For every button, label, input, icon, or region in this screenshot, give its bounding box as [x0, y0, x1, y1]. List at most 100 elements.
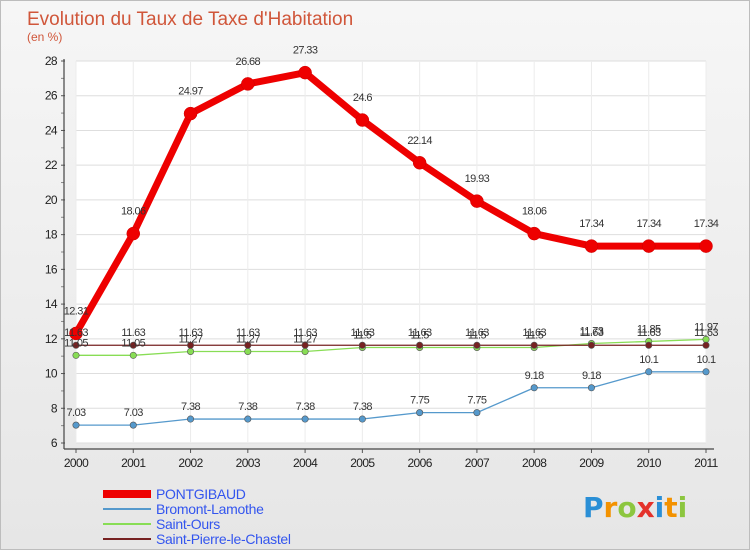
data-point-s3	[473, 341, 481, 349]
y-tick-label: 6	[51, 436, 58, 450]
plot-area: 6 8 10 12 14 16 18 20 22 24 26 28 2000 2001 2002 2003 20…	[45, 45, 719, 470]
y-tick-label: 14	[45, 297, 58, 311]
data-label-s3: 11.63	[694, 327, 718, 339]
chart-subtitle: (en %)	[27, 30, 62, 44]
data-point-s1	[72, 421, 80, 429]
y-tick-label: 24	[45, 123, 58, 137]
data-label-s2: 11.5	[411, 330, 430, 342]
data-point-s1	[129, 421, 137, 429]
data-label-s1: 7.03	[66, 407, 85, 419]
data-label-s1: 10.1	[696, 354, 715, 366]
data-label-s2: 11.97	[694, 321, 718, 333]
y-tick-label: 18	[45, 228, 58, 242]
legend-label-0: PONTGIBAUD	[156, 486, 246, 502]
series-line-0	[72, 69, 710, 337]
data-point-s0	[183, 106, 198, 121]
data-label-s1: 7.38	[353, 401, 372, 413]
data-label-s3: 11.63	[293, 327, 317, 339]
logo-letter: o	[617, 491, 636, 524]
y-tick-label: 10	[45, 367, 58, 381]
data-label-s0: 22.14	[407, 135, 432, 147]
x-tick-label: 2005	[350, 456, 375, 470]
data-point-s0	[699, 239, 713, 253]
data-label-s2: 11.27	[293, 333, 317, 345]
data-label-s1: 10.1	[639, 354, 658, 366]
logo-letter: i	[655, 491, 665, 524]
x-tick-label: 2003	[236, 456, 261, 470]
x-tick-label: 2007	[465, 456, 490, 470]
data-point-s0	[298, 65, 312, 80]
logo-letter: i	[678, 491, 688, 524]
logo-letter: t	[664, 491, 677, 524]
data-point-s0	[241, 77, 255, 91]
data-label-s1: 7.03	[124, 407, 143, 419]
x-tick-label: 2011	[694, 456, 718, 470]
data-point-s1	[530, 384, 538, 392]
data-point-s0	[527, 226, 541, 241]
data-point-s3	[587, 341, 595, 349]
logo-letter: x	[637, 491, 655, 524]
x-tick-label: 2000	[64, 456, 89, 470]
data-label-s1: 7.75	[410, 395, 429, 407]
data-label-s1: 7.75	[467, 395, 486, 407]
y-tick-label: 20	[45, 193, 58, 207]
data-point-s1	[587, 384, 595, 392]
data-label-s3: 11.63	[522, 327, 546, 339]
data-label-s3: 11.63	[351, 327, 375, 339]
data-point-s1	[301, 415, 309, 423]
legend-label-2: Saint-Ours	[156, 516, 220, 532]
data-point-s1	[645, 368, 653, 376]
legend-label-3: Saint-Pierre-le-Chastel	[156, 531, 291, 547]
data-label-s2: 11.05	[64, 337, 88, 349]
data-point-s0	[355, 113, 370, 127]
data-label-s0: 17.34	[694, 218, 719, 230]
data-label-s0: 18.06	[121, 206, 146, 218]
data-point-s0	[584, 239, 599, 253]
data-label-s3: 11.63	[580, 327, 604, 339]
legend-label-1: Bromont-Lamothe	[156, 501, 264, 517]
data-point-s2	[72, 351, 80, 359]
data-point-s3	[416, 341, 424, 349]
y-tick-label: 22	[45, 158, 58, 172]
data-label-s3: 11.63	[408, 327, 432, 339]
x-tick-label: 2004	[293, 456, 318, 470]
data-point-s3	[187, 341, 195, 349]
data-label-s2: 11.05	[121, 337, 145, 349]
x-tick-label: 2009	[579, 456, 604, 470]
data-label-s3: 11.63	[64, 327, 88, 339]
data-label-s3: 11.63	[637, 327, 661, 339]
x-tick-label: 2010	[637, 456, 662, 470]
data-label-s0: 27.33	[293, 45, 318, 57]
data-label-s1: 9.18	[525, 370, 544, 382]
data-label-s1: 7.38	[238, 401, 257, 413]
data-label-s1: 9.18	[582, 370, 601, 382]
logo-letter: r	[604, 491, 618, 524]
data-point-s0	[470, 194, 484, 208]
y-tick-label: 8	[51, 401, 58, 415]
data-label-s2: 11.5	[353, 330, 372, 342]
data-point-s3	[301, 341, 309, 349]
legend: PONTGIBAUDBromont-LamotheSaint-OursSaint…	[103, 486, 291, 547]
data-point-s1	[416, 409, 424, 417]
data-point-s3	[72, 341, 80, 349]
data-point-s0	[69, 326, 83, 341]
data-point-s0	[412, 156, 427, 170]
series-line-1	[75, 371, 707, 426]
data-label-s0: 18.06	[522, 206, 547, 218]
data-label-s2: 11.27	[179, 333, 203, 345]
data-label-s0: 26.68	[236, 56, 261, 68]
data-label-s2: 11.73	[580, 326, 604, 338]
y-tick-label: 26	[45, 89, 58, 103]
data-point-s3	[358, 341, 366, 349]
data-label-s2: 11.5	[525, 330, 544, 342]
y-tick-label: 28	[45, 54, 58, 68]
y-tick-label: 12	[45, 332, 58, 346]
data-point-s1	[473, 409, 481, 417]
data-label-s2: 11.5	[468, 330, 487, 342]
logo-letter: P	[583, 491, 604, 524]
x-tick-label: 2008	[522, 456, 547, 470]
data-point-s0	[641, 239, 656, 253]
data-point-s1	[702, 368, 710, 376]
data-point-s3	[530, 341, 538, 349]
